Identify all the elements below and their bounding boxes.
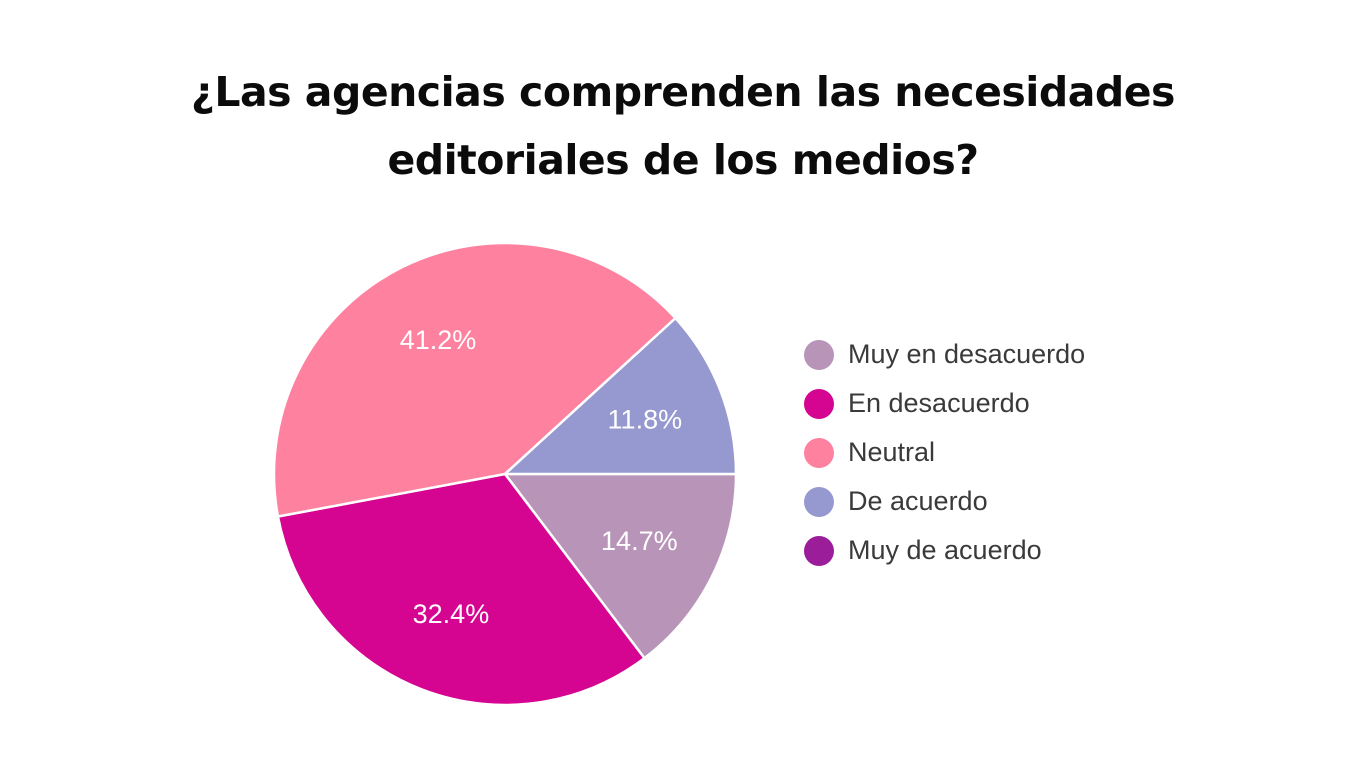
legend-swatch-icon (804, 535, 834, 566)
pie-slice-en-desacuerdo (276, 472, 646, 707)
legend-item-en-desacuerdo: En desacuerdo (804, 379, 1085, 428)
legend-swatch-icon (804, 388, 834, 419)
pie-slice-de-acuerdo (503, 316, 738, 476)
chart-title-line-1: ¿Las agencias comprenden las necesidades (191, 68, 1175, 116)
legend-swatch-icon (804, 486, 834, 517)
legend-label: En desacuerdo (848, 388, 1030, 418)
chart-legend: Muy en desacuerdo En desacuerdo Neutral De … (804, 330, 1085, 575)
legend-item-de-acuerdo: De acuerdo (804, 477, 1085, 526)
legend-item-muy-en-desacuerdo: Muy en desacuerdo (804, 330, 1085, 379)
chart-title-line-2: editoriales de los medios? (387, 136, 979, 184)
pie-slice-label-neutral: 41.2% (400, 325, 477, 355)
legend-item-muy-de-acuerdo: Muy de acuerdo (804, 526, 1085, 575)
legend-swatch-icon (804, 437, 834, 468)
chart-title: ¿Las agencias comprenden las necesidades… (0, 58, 1366, 194)
legend-label: Muy de acuerdo (848, 535, 1042, 565)
pie-slice-label-muy-en-desacuerdo: 14.7% (601, 526, 678, 556)
pie-slice-neutral (272, 241, 677, 518)
legend-label: Neutral (848, 437, 936, 467)
pie-slice-label-en-desacuerdo: 32.4% (413, 599, 490, 629)
pie-slice-label-de-acuerdo: 11.8% (608, 405, 683, 435)
legend-label: Muy en desacuerdo (848, 339, 1086, 369)
pie-slice-muy-en-desacuerdo (503, 472, 738, 660)
legend-label: De acuerdo (848, 486, 988, 516)
legend-swatch-icon (804, 339, 834, 370)
legend-item-neutral: Neutral (804, 428, 1085, 477)
